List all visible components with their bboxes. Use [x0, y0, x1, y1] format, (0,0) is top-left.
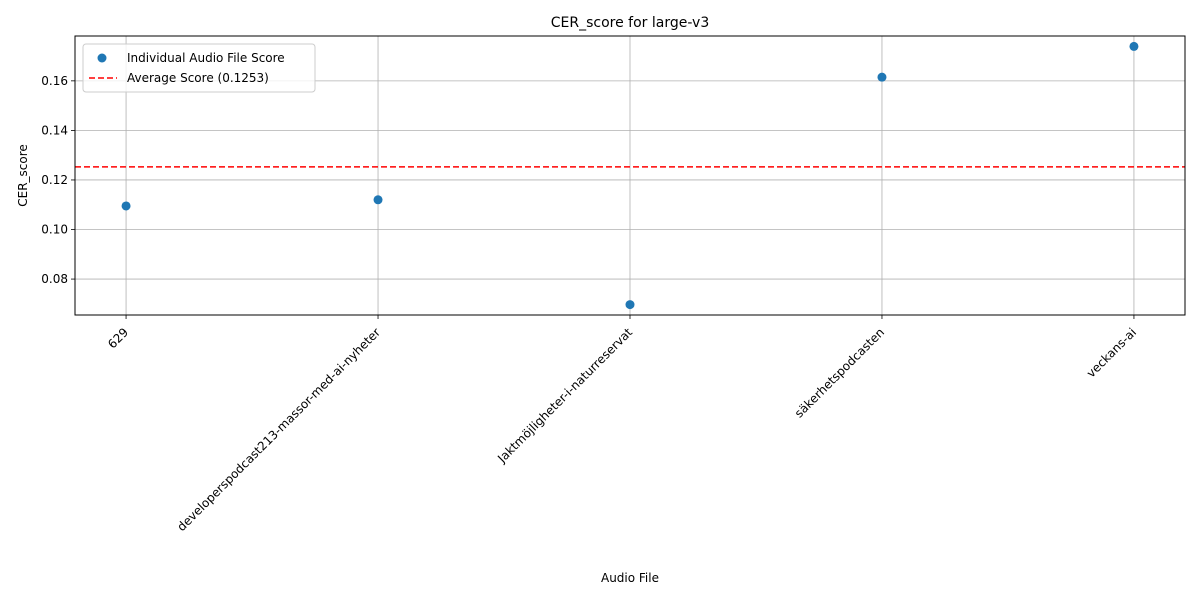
legend: Individual Audio File Score Average Scor… [82, 43, 316, 93]
legend-label-scores: Individual Audio File Score [127, 51, 285, 65]
y-tick-label: 0.12 [41, 173, 68, 187]
legend-box [82, 43, 316, 93]
y-axis-label: CER_score [16, 144, 30, 207]
data-point [625, 300, 635, 310]
data-point [121, 201, 131, 211]
data-point [877, 72, 887, 82]
x-axis-label: Audio File [601, 571, 659, 585]
y-tick-label: 0.10 [41, 223, 68, 237]
y-tick-label: 0.08 [41, 272, 68, 286]
legend-marker-scatter [97, 53, 107, 63]
grid [75, 36, 1185, 315]
data-points [121, 41, 1139, 310]
legend-label-average: Average Score (0.1253) [127, 71, 269, 85]
data-point [373, 195, 383, 205]
data-point [1129, 41, 1139, 51]
y-tick-label: 0.14 [41, 123, 68, 137]
chart-title: CER_score for large-v3 [551, 15, 709, 31]
y-tick-label: 0.16 [41, 74, 68, 88]
